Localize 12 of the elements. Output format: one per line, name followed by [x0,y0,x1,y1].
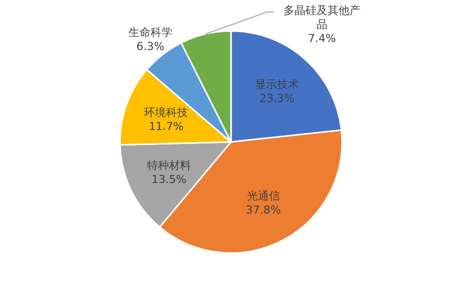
data-label: 13.5% [152,172,186,186]
data-label: 7.4% [308,32,336,45]
slice-label: 生命科学 [128,26,172,39]
slice-label: 光通信 [246,190,280,203]
data-label: 37.8% [246,204,281,217]
slice-label: 特种材料 [147,158,192,172]
data-label: 23.3% [260,92,294,105]
data-label: 6.3% [136,40,164,53]
data-label: 11.7% [148,120,184,133]
slice-label: 显示技术 [254,78,299,91]
slice-label: 多晶硅及其他产品 [284,4,361,31]
slice-label: 环境科技 [144,106,188,119]
